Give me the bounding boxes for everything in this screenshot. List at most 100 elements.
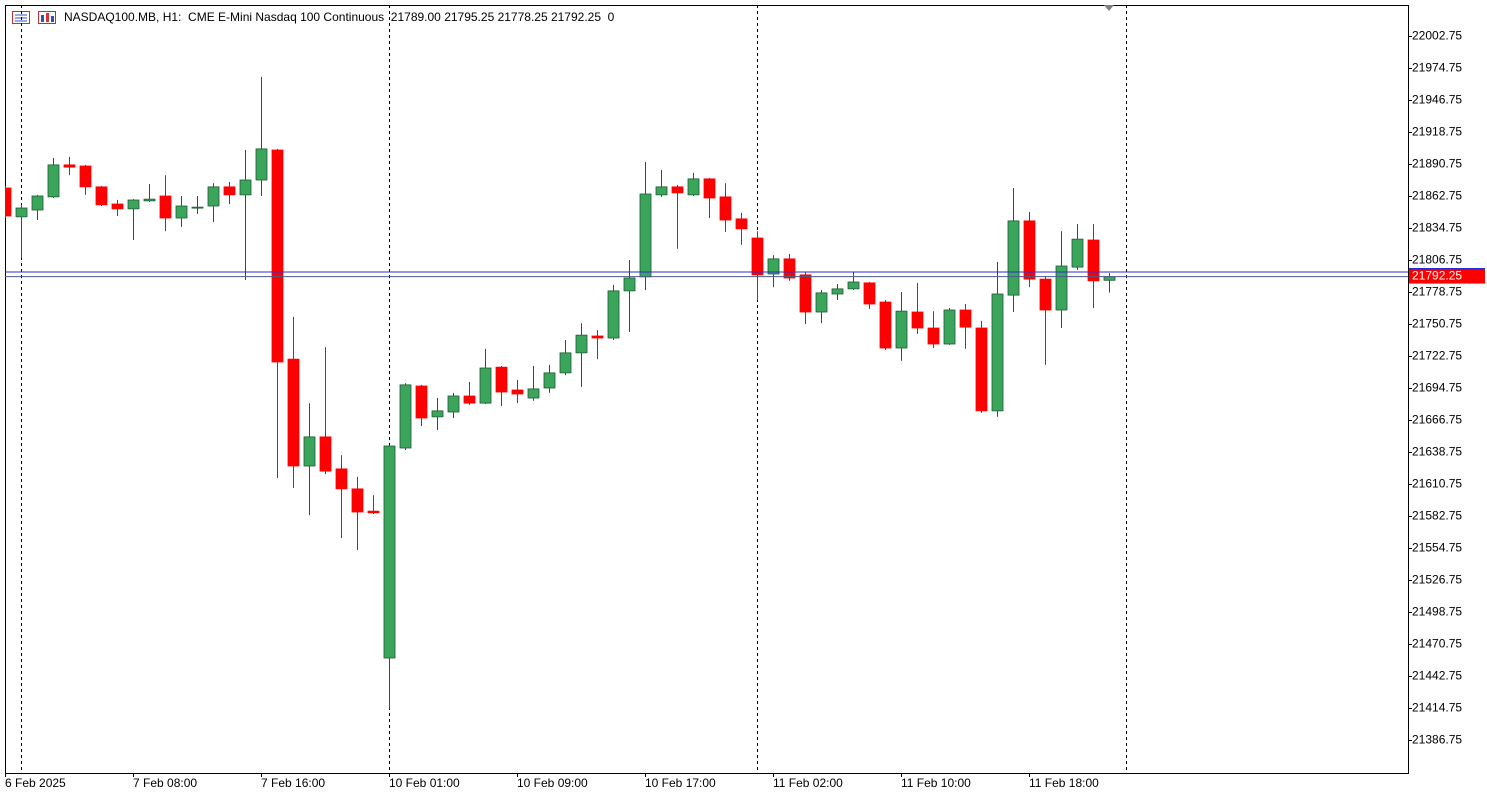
candle-body <box>159 195 172 219</box>
y-tick-label: 21666.75 <box>1412 413 1462 427</box>
x-tick-label: 11 Feb 10:00 <box>901 776 971 790</box>
candle-body <box>527 388 540 399</box>
y-tick-label: 21582.75 <box>1412 509 1462 523</box>
candle-body <box>63 164 76 168</box>
candle-body <box>319 436 332 472</box>
candle-body <box>1055 265 1068 311</box>
shift-marker <box>1104 5 1114 11</box>
plot-frame <box>5 5 1409 774</box>
candle-body <box>399 384 412 449</box>
candle-body <box>895 310 908 349</box>
x-tick-label: 10 Feb 09:00 <box>517 776 588 790</box>
candle-body <box>943 309 956 345</box>
candle-body <box>351 488 364 513</box>
y-tick-label: 21638.75 <box>1412 445 1462 459</box>
candle-body <box>591 335 604 339</box>
candle-body <box>5 187 12 217</box>
candle-body <box>367 510 380 514</box>
bid-price-box <box>1409 269 1485 284</box>
candle-body <box>479 367 492 404</box>
candle-body <box>799 274 812 313</box>
candle-body <box>1087 239 1100 282</box>
candle-body <box>543 372 556 389</box>
candle-body <box>607 290 620 339</box>
candle-body <box>79 165 92 188</box>
candle-body <box>751 237 764 276</box>
candle-body <box>735 218 748 230</box>
y-tick-label: 21946.75 <box>1412 93 1462 107</box>
y-tick-label: 22002.75 <box>1412 29 1462 43</box>
candle-body <box>655 186 668 196</box>
candle-body <box>463 395 476 404</box>
candle-body <box>911 311 924 329</box>
candle-body <box>15 207 28 218</box>
candle-body <box>847 281 860 290</box>
y-tick-label: 21974.75 <box>1412 61 1462 75</box>
candle-body <box>1039 278 1052 311</box>
candle-body <box>383 445 396 659</box>
candle-body <box>783 258 796 279</box>
candle-body <box>1103 276 1116 281</box>
y-tick-label: 21554.75 <box>1412 541 1462 555</box>
candle-body <box>303 436 316 467</box>
y-tick-label: 21806.75 <box>1412 253 1462 267</box>
candle-body <box>415 385 428 419</box>
x-tick-label: 11 Feb 18:00 <box>1029 776 1099 790</box>
candle-body <box>95 186 108 206</box>
y-tick-label: 21414.75 <box>1412 701 1462 715</box>
candle-body <box>1071 238 1084 268</box>
candle-body <box>175 205 188 219</box>
candle-body <box>271 149 284 363</box>
y-tick-label: 21470.75 <box>1412 637 1462 651</box>
y-tick-label: 21834.75 <box>1412 221 1462 235</box>
candle-body <box>1007 220 1020 296</box>
x-tick-label: 7 Feb 08:00 <box>133 776 197 790</box>
y-tick-label: 21778.75 <box>1412 285 1462 299</box>
candle-body <box>335 468 348 490</box>
x-tick-label: 7 Feb 16:00 <box>261 776 325 790</box>
candle-body <box>223 186 236 196</box>
candle-body <box>991 293 1004 412</box>
candle-body <box>639 193 652 278</box>
candle-body <box>975 327 988 412</box>
candle-body <box>831 288 844 295</box>
candle-body <box>143 198 156 202</box>
candle-body <box>111 203 124 210</box>
y-tick-label: 21386.75 <box>1412 733 1462 747</box>
candle-body <box>927 327 940 345</box>
candle-body <box>703 178 716 199</box>
candle-body <box>431 410 444 418</box>
candle-body <box>127 199 140 210</box>
candle-body <box>719 196 732 221</box>
candle-body <box>239 179 252 196</box>
candle-body <box>767 258 780 275</box>
y-tick-label: 21918.75 <box>1412 125 1462 139</box>
y-tick-label: 21442.75 <box>1412 669 1462 683</box>
candle-body <box>815 292 828 313</box>
candle-body <box>47 164 60 198</box>
candle-body <box>671 186 684 194</box>
candle-body <box>207 186 220 207</box>
x-tick-label: 6 Feb 2025 <box>5 776 66 790</box>
candle-body <box>575 334 588 354</box>
y-tick-label: 21750.75 <box>1412 317 1462 331</box>
chart-title: NASDAQ100.MB, H1: CME E-Mini Nasdaq 100 … <box>64 10 615 24</box>
candle-body <box>447 395 460 413</box>
y-tick-label: 21722.75 <box>1412 349 1462 363</box>
candle-body <box>879 301 892 349</box>
y-tick-label: 21498.75 <box>1412 605 1462 619</box>
candle-body <box>255 148 268 181</box>
candle-body <box>191 206 204 209</box>
plot-area <box>5 5 1408 773</box>
candle-body <box>559 352 572 374</box>
candle-body <box>495 366 508 393</box>
y-tick-label: 21694.75 <box>1412 381 1462 395</box>
y-tick-label: 21526.75 <box>1412 573 1462 587</box>
candle-body <box>687 178 700 196</box>
candle-body <box>511 389 524 395</box>
symbol-icons <box>12 11 56 24</box>
candle-body <box>959 309 972 328</box>
x-tick-label: 11 Feb 02:00 <box>773 776 843 790</box>
candle-body <box>287 358 300 467</box>
